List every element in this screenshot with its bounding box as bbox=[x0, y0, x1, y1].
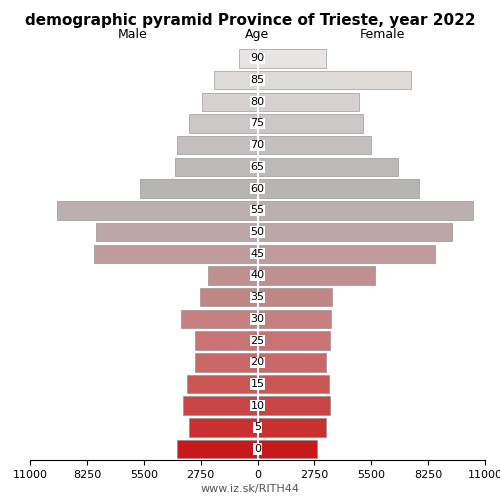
Text: 30: 30 bbox=[250, 314, 264, 324]
Bar bbox=[258, 92, 359, 111]
Bar bbox=[258, 440, 318, 458]
Text: Female: Female bbox=[360, 28, 406, 41]
Bar bbox=[181, 310, 258, 328]
Bar bbox=[258, 114, 363, 132]
Bar bbox=[258, 310, 331, 328]
Bar bbox=[258, 353, 326, 372]
Text: 15: 15 bbox=[250, 379, 264, 389]
Text: 75: 75 bbox=[250, 118, 264, 128]
Bar bbox=[258, 244, 436, 263]
Bar bbox=[258, 136, 371, 154]
Text: 85: 85 bbox=[250, 75, 264, 85]
Bar bbox=[177, 136, 258, 154]
Bar bbox=[196, 332, 258, 350]
Bar bbox=[57, 201, 258, 220]
Bar bbox=[208, 266, 258, 284]
Text: demographic pyramid Province of Trieste, year 2022: demographic pyramid Province of Trieste,… bbox=[24, 12, 475, 28]
Text: 35: 35 bbox=[250, 292, 264, 302]
Bar bbox=[258, 49, 326, 68]
Bar bbox=[258, 223, 452, 242]
Bar bbox=[258, 418, 326, 436]
Text: 80: 80 bbox=[250, 97, 264, 107]
Bar bbox=[258, 396, 330, 415]
Text: 90: 90 bbox=[250, 54, 264, 64]
Bar bbox=[258, 158, 398, 176]
Text: 40: 40 bbox=[250, 270, 264, 280]
Text: 10: 10 bbox=[250, 400, 264, 410]
Bar bbox=[189, 418, 258, 436]
Text: 60: 60 bbox=[250, 184, 264, 194]
Bar bbox=[183, 396, 258, 415]
Bar bbox=[258, 288, 332, 306]
Bar bbox=[239, 49, 258, 68]
Text: 20: 20 bbox=[250, 358, 264, 368]
Text: 70: 70 bbox=[250, 140, 264, 150]
Bar bbox=[202, 92, 258, 111]
Bar bbox=[96, 223, 258, 242]
Text: 5: 5 bbox=[254, 422, 261, 432]
Bar bbox=[258, 375, 329, 393]
Text: 65: 65 bbox=[250, 162, 264, 172]
Text: 55: 55 bbox=[250, 206, 264, 216]
Bar bbox=[175, 158, 258, 176]
Text: 25: 25 bbox=[250, 336, 264, 345]
Bar bbox=[140, 180, 258, 198]
Text: Male: Male bbox=[118, 28, 147, 41]
Bar bbox=[258, 201, 472, 220]
Bar bbox=[196, 353, 258, 372]
Bar bbox=[258, 71, 410, 90]
Text: 50: 50 bbox=[250, 227, 264, 237]
Bar bbox=[258, 332, 330, 350]
Bar bbox=[200, 288, 258, 306]
Bar bbox=[187, 375, 258, 393]
Bar bbox=[189, 114, 258, 132]
Bar bbox=[94, 244, 258, 263]
Bar bbox=[258, 266, 376, 284]
Bar bbox=[258, 180, 419, 198]
Text: www.iz.sk/RITH44: www.iz.sk/RITH44 bbox=[200, 484, 300, 494]
Text: Age: Age bbox=[246, 28, 270, 41]
Bar bbox=[177, 440, 258, 458]
Bar bbox=[214, 71, 258, 90]
Text: 45: 45 bbox=[250, 249, 264, 259]
Text: 0: 0 bbox=[254, 444, 261, 454]
